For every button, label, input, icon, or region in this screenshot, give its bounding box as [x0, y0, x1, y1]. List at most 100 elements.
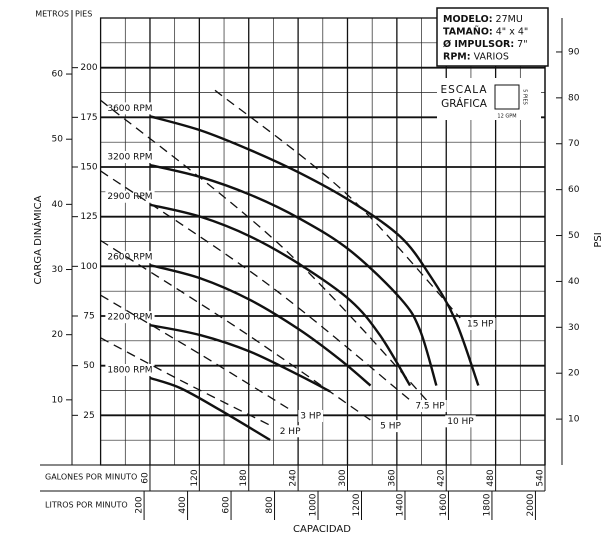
info-value: 27MU — [496, 14, 523, 25]
label-background — [105, 151, 155, 164]
label-background — [298, 409, 324, 422]
hp-curve — [100, 337, 271, 426]
hp-curve — [100, 170, 411, 401]
psi-tick-label: 70 — [568, 139, 580, 149]
lpm-tick-label: 1800 — [482, 493, 492, 516]
info-value: 7" — [517, 39, 527, 50]
hp-curve — [100, 294, 292, 411]
hp-label: 10 HP — [447, 417, 474, 427]
scale-box-bg — [437, 78, 541, 120]
psi-tick-label: 90 — [568, 47, 580, 57]
gpm-tick-label: 60 — [140, 472, 150, 484]
rpm-label: 1800 RPM — [107, 365, 152, 375]
hp-label: 3 HP — [300, 411, 321, 421]
label-background — [105, 102, 155, 115]
lpm-tick-label: 1000 — [309, 493, 319, 516]
y-axis-label: CARGA DINÁMICA — [31, 195, 44, 284]
gpm-tick-label: 120 — [190, 469, 200, 486]
x-axis-label: CAPACIDAD — [293, 524, 351, 535]
feet-tick-label: 50 — [83, 361, 95, 371]
meters-tick-label: 50 — [52, 135, 64, 145]
scale-square — [494, 84, 520, 110]
gpm-tick-label: 480 — [486, 469, 496, 486]
psi-tick-label: 40 — [568, 277, 580, 287]
lpm-tick-label: 1600 — [439, 493, 449, 516]
hp-label: 2 HP — [280, 427, 301, 437]
feet-tick-label: 175 — [80, 113, 97, 123]
psi-tick-label: 80 — [568, 93, 580, 103]
label-background — [445, 415, 476, 428]
y2-axis-label: PSI — [593, 232, 604, 247]
lpm-axis-name: LITROS POR MINUTO — [45, 501, 128, 510]
info-value: VARIOS — [474, 51, 509, 62]
label-background — [277, 425, 303, 438]
lpm-tick-label: 400 — [178, 496, 188, 513]
info-label: MODELO: — [443, 14, 493, 25]
lpm-tick-label: 1200 — [352, 493, 362, 516]
lpm-tick-label: 2000 — [526, 493, 536, 516]
scale-height: 5 PIES — [522, 89, 528, 105]
hp-curve — [214, 89, 461, 319]
feet-tick-label: 200 — [80, 63, 97, 73]
rpm-curve — [149, 376, 271, 441]
info-row: MODELO: 27MU — [443, 14, 523, 25]
info-row: RPM: VARIOS — [443, 51, 509, 62]
info-label: RPM: — [443, 51, 471, 62]
scale-line2: GRÁFICA — [441, 97, 488, 110]
gpm-tick-label: 420 — [437, 469, 447, 486]
rpm-label: 3600 RPM — [107, 104, 152, 114]
rpm-curve — [149, 163, 438, 386]
lpm-tick-label: 600 — [222, 496, 232, 513]
meters-tick-label: 40 — [52, 200, 64, 210]
info-label: Ø IMPULSOR: — [443, 39, 514, 50]
scale-width: 12 GPM — [497, 114, 516, 120]
rpm-label: 2600 RPM — [107, 253, 152, 263]
rpm-curve — [149, 263, 372, 387]
lpm-tick-label: 1400 — [395, 493, 405, 516]
label-background — [105, 251, 155, 264]
gpm-tick-label: 300 — [338, 469, 348, 486]
info-row: TAMAÑO: 4" x 4" — [443, 26, 528, 37]
meters-tick-label: 20 — [52, 330, 64, 340]
psi-tick-label: 10 — [568, 415, 580, 425]
gpm-tick-label: 240 — [289, 469, 299, 486]
label-background — [105, 190, 155, 203]
psi-tick-label: 20 — [568, 369, 580, 379]
info-box — [436, 7, 549, 67]
feet-tick-label: 125 — [80, 212, 97, 222]
lpm-tick-label: 800 — [265, 496, 275, 513]
meters-axis-name: METROS — [35, 10, 69, 19]
meters-tick-label: 60 — [52, 70, 64, 80]
feet-tick-label: 100 — [80, 262, 97, 272]
lpm-tick-label: 200 — [135, 496, 145, 513]
info-label: TAMAÑO: — [443, 26, 493, 37]
rpm-curve — [149, 323, 331, 393]
meters-tick-label: 10 — [52, 395, 64, 405]
rpm-curve — [149, 115, 480, 386]
hp-label: 5 HP — [380, 422, 401, 432]
scale-line1: ESCALA — [440, 84, 487, 96]
psi-tick-label: 30 — [568, 323, 580, 333]
psi-tick-label: 60 — [568, 185, 580, 195]
label-background — [105, 363, 155, 376]
rpm-label: 2200 RPM — [107, 313, 152, 323]
hp-curve — [100, 239, 371, 421]
gpm-tick-label: 180 — [239, 469, 249, 486]
info-value: 4" x 4" — [496, 26, 529, 37]
feet-tick-label: 150 — [80, 163, 97, 173]
info-row: Ø IMPULSOR: 7" — [443, 39, 528, 50]
gpm-tick-label: 540 — [536, 469, 546, 486]
psi-tick-label: 50 — [568, 231, 580, 241]
rpm-label: 3200 RPM — [107, 153, 152, 163]
gpm-tick-label: 360 — [387, 469, 397, 486]
feet-axis-name: PIES — [75, 10, 92, 19]
rpm-label: 2900 RPM — [107, 192, 152, 202]
hp-label: 15 HP — [467, 319, 494, 329]
feet-tick-label: 75 — [83, 312, 94, 322]
label-background — [464, 317, 496, 330]
label-background — [378, 420, 403, 433]
meters-tick-label: 30 — [52, 265, 64, 275]
label-background — [413, 400, 447, 413]
gpm-axis-name: GALONES POR MINUTO — [45, 473, 137, 482]
